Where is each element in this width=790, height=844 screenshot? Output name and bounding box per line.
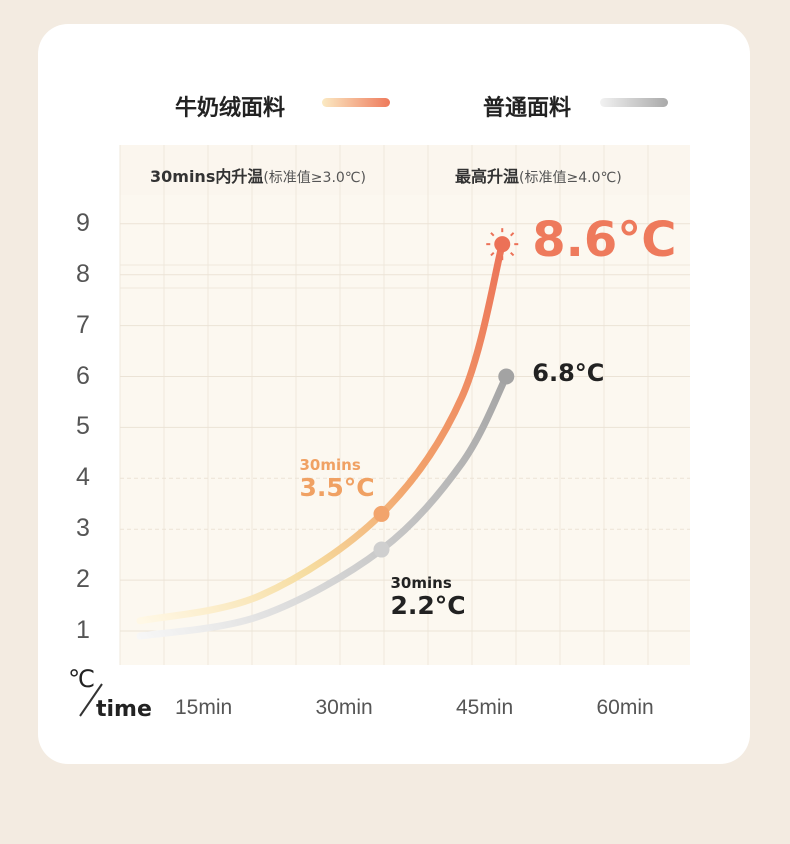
data-point xyxy=(373,541,390,558)
x-tick-label: 30min xyxy=(315,696,373,719)
x-axis-label: time xyxy=(96,697,152,722)
sun-ray xyxy=(510,251,515,257)
header-left: 30mins内升温(标准值≥3.0℃) xyxy=(150,163,366,187)
data-label-time: 30mins xyxy=(390,573,452,592)
legend-swatch-regular xyxy=(600,98,668,107)
y-tick-label: 2 xyxy=(76,565,90,594)
legend-label-regular: 普通面料 xyxy=(483,96,572,121)
y-tick-label: 6 xyxy=(76,361,90,390)
sun-ray xyxy=(490,232,495,237)
data-label: 30mins 3.5°C xyxy=(300,456,375,502)
data-label: 6.8°C xyxy=(532,358,605,387)
data-label-time: 30mins xyxy=(299,455,361,474)
y-tick-label: 5 xyxy=(76,412,90,441)
sun-ray xyxy=(510,232,515,237)
grid xyxy=(119,145,690,665)
plot-area xyxy=(120,145,690,665)
x-tick-label: 45min xyxy=(456,696,514,719)
x-tick-label: 15min xyxy=(175,696,233,719)
data-point xyxy=(498,368,515,385)
data-label-value: 8.6°C xyxy=(532,212,677,269)
data-label: 8.6°C xyxy=(532,214,676,267)
header-left-main: 30mins内升温 xyxy=(150,167,264,186)
x-tick-label: 60min xyxy=(596,696,654,719)
plot-header-band xyxy=(120,145,690,195)
legend-label-milk-velvet: 牛奶绒面料 xyxy=(175,96,286,121)
header-right: 最高升温(标准值≥4.0℃) xyxy=(455,163,622,187)
data-label: 30mins 2.2°C xyxy=(391,574,466,620)
y-axis-unit: ℃ xyxy=(68,665,95,693)
header-left-note: (标准值≥3.0℃) xyxy=(263,170,366,186)
data-label-value: 2.2°C xyxy=(390,590,466,620)
data-label-value: 3.5°C xyxy=(299,472,375,502)
axis-slash xyxy=(79,683,103,717)
y-tick-label: 1 xyxy=(76,616,90,644)
y-tick-label: 4 xyxy=(76,463,90,492)
data-label-value: 6.8°C xyxy=(532,358,605,387)
y-tick-label: 7 xyxy=(76,310,90,339)
header-right-note: (标准值≥4.0℃) xyxy=(519,170,622,186)
y-tick-label: 9 xyxy=(76,208,90,237)
data-point xyxy=(494,236,511,253)
sun-ray xyxy=(490,251,495,257)
y-tick-label: 3 xyxy=(76,514,90,543)
header-right-main: 最高升温 xyxy=(455,167,520,186)
data-point xyxy=(373,505,390,522)
y-tick-label: 8 xyxy=(76,259,90,288)
legend-swatch-milk-velvet xyxy=(322,98,390,107)
